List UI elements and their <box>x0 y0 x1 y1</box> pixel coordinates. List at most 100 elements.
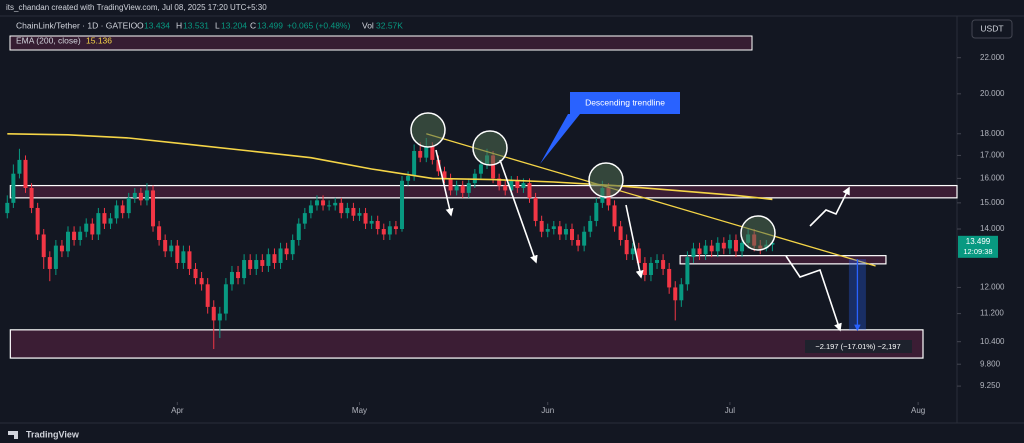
currency[interactable]: USDT <box>980 23 1003 33</box>
candle-body <box>327 205 332 207</box>
candle-body <box>205 284 210 307</box>
arrow <box>785 255 842 332</box>
candle-body <box>144 190 149 201</box>
candle-body <box>466 183 471 193</box>
candle-body <box>740 242 745 252</box>
y-tick-label: 22.000 <box>980 53 1005 62</box>
candle-body <box>132 192 137 198</box>
candle-body <box>254 260 259 269</box>
candle-body <box>503 185 508 191</box>
callout <box>540 92 680 164</box>
candle-body <box>387 226 392 235</box>
candle-body <box>399 180 404 230</box>
ohlc-label: L <box>215 20 220 30</box>
candle-body <box>333 202 338 206</box>
candle-body <box>59 245 64 252</box>
candle-body <box>630 248 635 255</box>
candle-body <box>478 164 483 174</box>
candle-body <box>460 185 465 193</box>
price-tag-value: 13.499 <box>966 237 991 246</box>
candle-body <box>563 229 568 235</box>
candle-body <box>509 180 514 191</box>
candle-body <box>685 257 690 285</box>
candle-body <box>667 268 672 288</box>
candle-body <box>673 287 678 301</box>
candle-body <box>697 248 702 255</box>
candle-body <box>618 226 623 240</box>
candle-body <box>278 248 283 263</box>
x-tick-label: Aug <box>911 406 925 415</box>
footer-logo <box>8 431 18 439</box>
candle-body <box>691 248 696 258</box>
candle-body <box>418 150 423 158</box>
candle-body <box>454 185 459 191</box>
candle-body <box>533 197 538 221</box>
candle-body <box>588 220 593 232</box>
candle-body <box>703 245 708 255</box>
candle-body <box>406 176 411 181</box>
candle-body <box>612 205 617 227</box>
x-tick-label: May <box>352 406 367 415</box>
symbol: ChainLink/Tether · 1D · GATEIO <box>16 20 138 30</box>
candle-body <box>78 231 83 240</box>
indicator-value: 15.136 <box>86 35 112 45</box>
y-tick-label: 17.000 <box>980 151 1005 160</box>
candle-body <box>163 239 168 252</box>
price-tag <box>958 235 998 258</box>
candle-body <box>351 207 356 216</box>
candle-body <box>314 200 319 206</box>
y-tick-label: 9.250 <box>980 381 1001 390</box>
candle-body <box>41 234 46 258</box>
candle-body <box>363 213 368 224</box>
candle-body <box>424 146 429 158</box>
candle-body <box>661 260 666 269</box>
candle-body <box>545 229 550 232</box>
y-tick-label: 14.000 <box>980 224 1005 233</box>
candle-body <box>102 213 107 224</box>
candle-body <box>242 260 247 279</box>
candle-body <box>442 171 447 179</box>
candle-body <box>655 260 660 263</box>
candle-body <box>5 202 10 214</box>
highlight-circle <box>588 162 624 198</box>
candle-body <box>636 248 641 263</box>
y-tick-label: 18.000 <box>980 129 1005 138</box>
candle-body <box>393 226 398 230</box>
candle-body <box>381 229 386 235</box>
candle-body <box>181 251 186 263</box>
candle-body <box>642 262 647 276</box>
candle-body <box>648 262 653 276</box>
candle-body <box>126 197 131 214</box>
candle-body <box>727 239 732 249</box>
candle-body <box>721 242 726 249</box>
plot: 22.000 20.000 18.000 17.000 16.000 15.000 14.0… <box>5 53 1005 415</box>
x-tick-label: Jun <box>541 406 554 415</box>
ohlc-label: H <box>176 20 182 30</box>
y-tick-label: 9.800 <box>980 359 1001 368</box>
measure-label: −2.197 (−17.01%) −2,197 <box>815 342 900 351</box>
candle-body <box>436 159 441 172</box>
candle-body <box>296 223 301 240</box>
candle-body <box>679 284 684 301</box>
candle-body <box>497 178 502 186</box>
candle-body <box>369 220 374 224</box>
measure-label-box <box>805 340 912 353</box>
candle-body <box>23 159 28 188</box>
candle-body <box>17 159 22 174</box>
candle-body <box>448 178 453 191</box>
currency-box[interactable] <box>971 19 1013 39</box>
arrow <box>499 159 538 264</box>
candle-body <box>29 187 34 208</box>
ohlc-value: 13.531 <box>183 20 209 30</box>
candle-body <box>715 242 720 252</box>
candle-body <box>770 242 775 245</box>
candle-body <box>491 155 496 179</box>
candle-body <box>557 226 562 235</box>
candle-body <box>472 173 477 184</box>
arrow <box>625 204 644 279</box>
candle-body <box>47 257 52 269</box>
candle-body <box>570 229 575 240</box>
candle-body <box>229 271 234 285</box>
arrow <box>435 149 454 217</box>
countdown: 12:09:38 <box>963 247 992 256</box>
